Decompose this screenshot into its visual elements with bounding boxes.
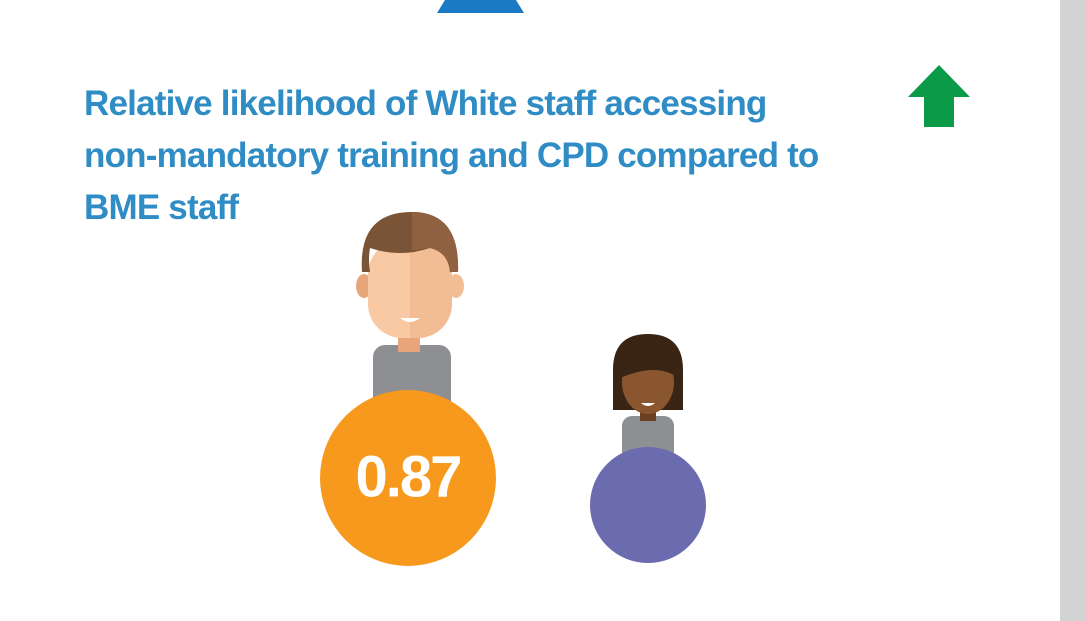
metric-value: 0.87 [356, 444, 461, 509]
side-bar [1060, 0, 1085, 621]
up-arrow [908, 65, 970, 127]
top-shape [437, 0, 524, 13]
title-line: Relative likelihood of White staff acces… [84, 84, 766, 123]
infographic: Relative likelihood of White staff acces… [0, 0, 1085, 621]
title-line: non-mandatory training and CPD compared … [84, 136, 819, 175]
white-staff-figure [356, 212, 464, 415]
title-line: BME staff [84, 188, 239, 227]
bme-staff-figure [613, 334, 683, 466]
bme-circle [590, 447, 706, 563]
